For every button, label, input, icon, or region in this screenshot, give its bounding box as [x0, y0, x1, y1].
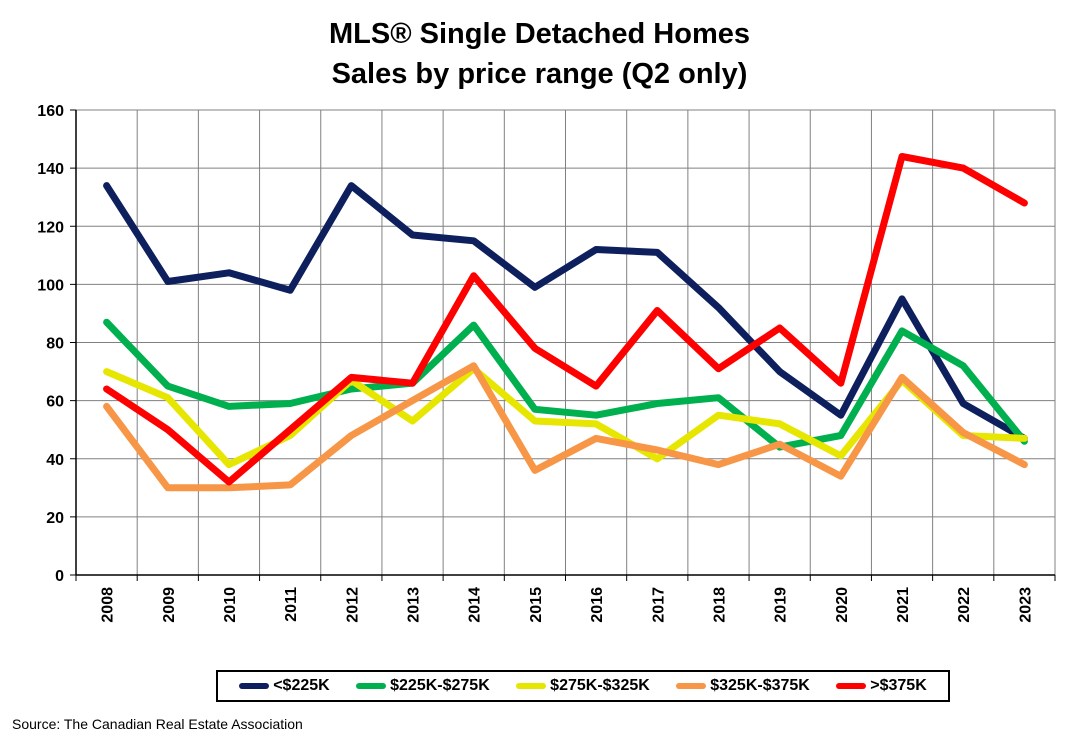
legend-item-2: $225K-$275K	[356, 677, 490, 695]
y-tick-label: 100	[37, 277, 64, 294]
line-chart: 0 20 40 60 80 100 120 140 160 2008 2009 2010 2011 201…	[37, 103, 1056, 623]
series-line-4	[103, 362, 1028, 492]
legend-label: $225K-$275K	[390, 677, 490, 694]
x-tick-label: 2008	[100, 587, 117, 623]
legend-swatch	[516, 683, 547, 689]
y-tick-label: 80	[46, 336, 64, 353]
chart-title: MLS® Single Detached Homes Sales by pric…	[0, 14, 1079, 94]
x-tick-label: 2019	[773, 587, 790, 623]
x-tick-label: 2011	[283, 587, 300, 622]
legend: <$225K $225K-$275K $275K-$325K $325K-$375K >…	[216, 670, 950, 702]
gridlines	[75, 109, 1056, 576]
x-tick-label: 2016	[589, 587, 606, 623]
y-tick-label: 140	[37, 161, 64, 178]
legend-label: <$225K	[273, 677, 330, 694]
series-line-5	[103, 153, 1028, 486]
series-line-3	[103, 365, 1028, 469]
legend-item-4: $325K-$375K	[676, 677, 810, 695]
x-tick-label: 2010	[222, 587, 239, 623]
x-tick-label: 2012	[344, 587, 361, 623]
legend-item-3: $275K-$325K	[516, 677, 650, 695]
source-note: Source: The Canadian Real Estate Associa…	[12, 716, 303, 732]
x-tick-label: 2014	[467, 587, 484, 623]
legend-swatch	[239, 683, 270, 689]
axes: 0 20 40 60 80 100 120 140 160 2008 2009 2010 2011 201…	[37, 103, 1056, 623]
x-tick-label: 2021	[895, 587, 912, 623]
y-tick-label: 20	[46, 510, 64, 527]
chart-title-line-1: MLS® Single Detached Homes	[328, 18, 750, 50]
y-tick-label: 40	[46, 452, 64, 469]
series-lines	[103, 153, 1028, 492]
series-line-1	[103, 182, 1028, 442]
series-line-2	[103, 318, 1028, 451]
x-tick-label: 2015	[528, 587, 545, 623]
x-tick-label: 2023	[1017, 587, 1034, 623]
legend-item-5: >$375K	[836, 677, 927, 695]
legend-swatch	[356, 683, 387, 689]
legend-swatch	[836, 683, 867, 689]
x-tick-label: 2018	[711, 587, 728, 623]
x-tick-label: 2022	[956, 587, 973, 623]
x-tick-label: 2017	[650, 587, 667, 623]
legend-item-1: <$225K	[239, 677, 330, 695]
y-tick-label: 160	[37, 103, 64, 120]
y-tick-label: 60	[46, 394, 64, 411]
x-tick-label: 2020	[834, 587, 851, 623]
chart-title-line-2: Sales by price range (Q2 only)	[331, 58, 748, 90]
y-tick-label: 120	[37, 219, 64, 236]
x-tick-label: 2013	[406, 587, 423, 623]
legend-swatch	[676, 683, 707, 689]
legend-label: >$375K	[870, 677, 927, 694]
legend-label: $275K-$325K	[550, 677, 650, 694]
x-tick-label: 2009	[161, 587, 178, 623]
legend-label: $325K-$375K	[710, 677, 810, 694]
y-tick-label: 0	[55, 568, 64, 585]
